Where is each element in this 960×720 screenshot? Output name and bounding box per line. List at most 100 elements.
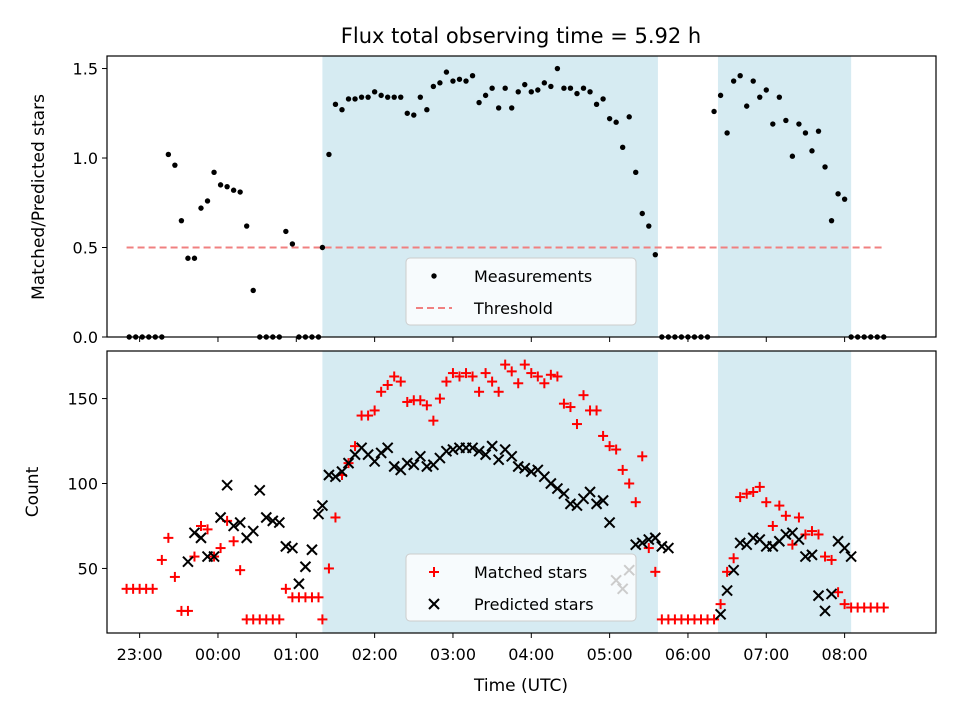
measurement-point	[489, 85, 495, 91]
predicted-star-marker	[747, 532, 759, 544]
x-tick-label: 04:00	[508, 645, 554, 664]
predicted-star-marker	[234, 516, 246, 529]
matched-star-marker	[461, 368, 472, 379]
predicted-star-marker	[267, 515, 279, 527]
measurement-point	[339, 106, 345, 113]
matched-star-marker	[643, 543, 654, 554]
predicted-star-marker	[486, 440, 498, 452]
matched-star-marker	[215, 543, 226, 554]
matched-star-marker	[728, 553, 739, 564]
matched-star-marker	[513, 378, 524, 389]
measurement-point	[737, 72, 743, 79]
matched-star-marker	[163, 532, 174, 543]
measurement-point	[776, 94, 783, 100]
measurement-point	[757, 94, 763, 100]
matched-star-marker	[630, 497, 641, 508]
measurement-point	[198, 205, 204, 211]
matched-star-marker	[350, 441, 361, 452]
matched-star-marker	[447, 368, 458, 379]
predicted-star-marker	[806, 549, 818, 561]
matched-star-marker	[715, 599, 726, 610]
predicted-star-marker	[375, 447, 387, 459]
predicted-star-marker	[221, 479, 233, 491]
measurement-point	[243, 223, 250, 229]
matched-star-marker	[274, 614, 285, 625]
measurement-point	[535, 87, 541, 93]
predicted-star-marker	[323, 469, 335, 481]
measurement-point	[237, 189, 243, 195]
predicted-star-marker	[780, 528, 792, 541]
measurement-point	[646, 223, 652, 229]
matched-star-marker	[604, 441, 615, 452]
matched-star-marker	[235, 565, 246, 576]
predicted-star-marker	[590, 498, 603, 510]
measurement-point	[463, 78, 469, 84]
predicted-star-marker	[656, 540, 668, 553]
matched-star-marker	[363, 410, 374, 421]
predicted-star-marker	[286, 542, 299, 554]
matched-star-marker	[506, 366, 517, 377]
measurement-point	[509, 105, 515, 111]
measurement-point	[841, 196, 848, 202]
measurement-point	[319, 244, 326, 251]
measurement-point	[326, 151, 332, 158]
measurement-point	[450, 78, 456, 84]
matched-star-marker	[598, 430, 609, 441]
matched-star-marker	[578, 390, 589, 401]
predicted-star-marker	[603, 516, 616, 529]
matched-star-marker	[571, 419, 582, 430]
predicted-star-marker	[214, 511, 227, 524]
matched-star-marker	[748, 487, 759, 497]
predicted-star-marker	[714, 608, 727, 621]
measurement-point	[606, 115, 613, 122]
measurement-point	[437, 80, 443, 86]
measurement-point	[730, 78, 737, 84]
measurement-point	[796, 121, 802, 127]
matched-star-marker	[402, 396, 413, 407]
measurement-point	[469, 72, 476, 79]
matched-star-marker	[376, 386, 387, 397]
predicted-star-marker	[188, 527, 201, 539]
measurement-point	[574, 90, 580, 97]
predicted-star-marker	[643, 533, 655, 546]
predicted-star-marker	[254, 484, 266, 497]
measurement-point	[652, 251, 659, 258]
measurement-point	[217, 182, 224, 188]
predicted-star-marker	[564, 498, 577, 510]
predicted-star-marker	[492, 454, 505, 466]
predicted-star-marker	[208, 550, 220, 563]
matched-star-marker	[280, 583, 291, 594]
matched-star-marker	[806, 526, 817, 537]
predicted-star-marker	[662, 542, 675, 554]
measurement-point	[541, 80, 548, 86]
matched-star-marker	[709, 614, 720, 625]
legend-predicted-marker	[428, 598, 440, 610]
bottom-axes-frame	[106, 350, 937, 634]
x-tick-label: 06:00	[665, 645, 711, 664]
matched-star-marker	[519, 359, 530, 370]
predicted-star-marker	[336, 465, 348, 478]
top-panel: 0.0 0.5 1.0 1.5 Measurements Threshold	[73, 55, 937, 347]
measurement-point	[822, 164, 828, 170]
measurement-point	[443, 69, 450, 75]
matched-star-marker	[182, 605, 193, 616]
x-tick-label: 01:00	[273, 645, 319, 664]
bottom-y-tick-label: 100	[67, 475, 98, 494]
measurement-point	[633, 169, 639, 176]
top-legend-box	[405, 257, 637, 326]
matched-star-marker	[820, 551, 831, 562]
matched-star-marker	[591, 405, 602, 416]
predicted-star-marker	[401, 457, 413, 469]
x-tick-label: 03:00	[430, 645, 476, 664]
predicted-star-marker	[793, 533, 805, 546]
legend-label: Predicted stars	[474, 595, 594, 614]
predicted-star-marker	[479, 448, 492, 461]
measurement-point	[391, 94, 397, 100]
predicted-star-marker	[825, 588, 838, 600]
matched-star-marker	[624, 478, 635, 489]
matched-star-marker	[317, 614, 328, 625]
measurement-point	[809, 148, 815, 154]
x-tick-label: 08:00	[822, 645, 868, 664]
measurement-point	[371, 89, 378, 95]
measurement-point	[165, 151, 172, 158]
